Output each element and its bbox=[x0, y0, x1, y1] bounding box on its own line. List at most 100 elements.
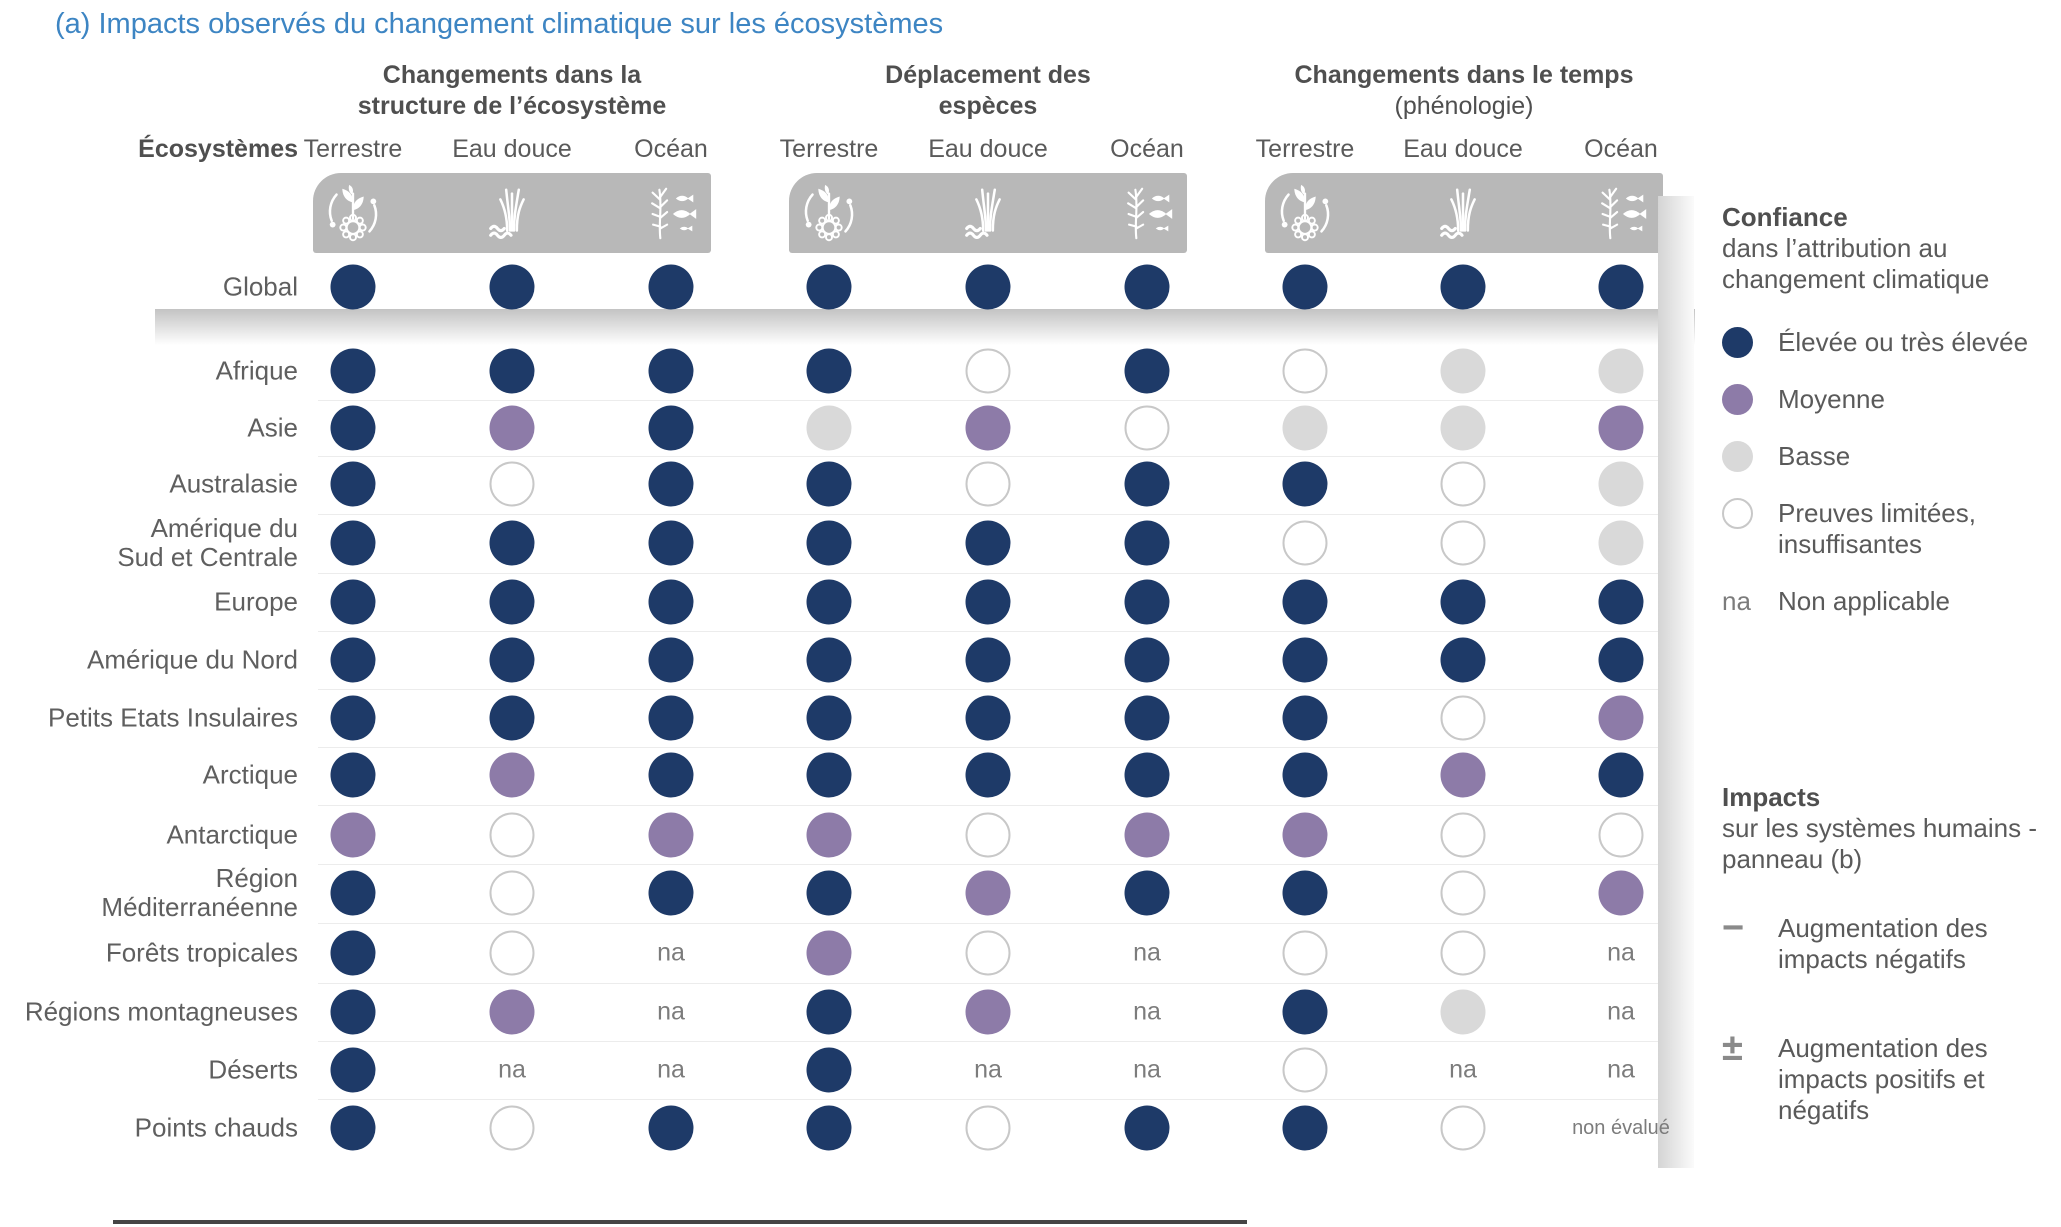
confidence-dot-high bbox=[1124, 1105, 1170, 1151]
confidence-dot-high bbox=[806, 461, 852, 507]
legend-impacts-title: Impacts bbox=[1722, 782, 1821, 812]
confidence-dot-high bbox=[1598, 752, 1644, 798]
confidence-dot-low bbox=[1440, 405, 1486, 451]
confidence-dot-limited bbox=[489, 870, 535, 916]
row-label: Europe bbox=[214, 586, 298, 617]
row-separator bbox=[318, 1041, 1658, 1042]
confidence-dot-low bbox=[1598, 520, 1644, 566]
confidence-dot-limited bbox=[1598, 812, 1644, 858]
legend-label: Augmentation des impacts positifs et nég… bbox=[1778, 1033, 1988, 1125]
na-cell: na bbox=[1607, 938, 1635, 967]
confidence-dot-high bbox=[330, 264, 376, 310]
confidence-dot-high bbox=[806, 989, 852, 1035]
confidence-dot-medium bbox=[806, 812, 852, 858]
legend-label: Élevée ou très élevée bbox=[1778, 327, 2029, 357]
confidence-dot-high bbox=[1440, 637, 1486, 683]
confidence-dot-high bbox=[330, 695, 376, 741]
confidence-dot-high bbox=[648, 1105, 694, 1151]
confidence-dot-medium bbox=[965, 405, 1011, 451]
na-cell: na bbox=[657, 938, 685, 967]
row-separator bbox=[318, 805, 1658, 806]
confidence-dot-medium bbox=[489, 752, 535, 798]
confidence-dot-high bbox=[1282, 695, 1328, 741]
legend-dot-medium bbox=[1722, 384, 1753, 415]
confidence-dot-low bbox=[1440, 989, 1486, 1035]
legend-swatch bbox=[1722, 384, 1778, 415]
confidence-dot-limited bbox=[489, 930, 535, 976]
confidence-dot-limited bbox=[965, 812, 1011, 858]
freshwater-icon bbox=[957, 182, 1019, 244]
legend-dot-limited bbox=[1722, 498, 1753, 529]
terrestrial-icon bbox=[1274, 182, 1336, 244]
confidence-dot-limited bbox=[1282, 930, 1328, 976]
confidence-dot-high bbox=[648, 461, 694, 507]
na-cell: na bbox=[498, 1055, 526, 1084]
na-cell: na bbox=[657, 997, 685, 1026]
confidence-dot-high bbox=[965, 520, 1011, 566]
row-separator bbox=[318, 746, 1658, 748]
confidence-dot-limited bbox=[965, 930, 1011, 976]
legend-label: Augmentation des impacts négatifs bbox=[1778, 913, 1988, 974]
col-label-eau-douce: Eau douce bbox=[452, 135, 572, 163]
column-group-species-shift: Déplacement des espèces bbox=[788, 60, 1188, 122]
na-cell: na bbox=[657, 1055, 685, 1084]
legend-item: Basse bbox=[1722, 441, 2061, 472]
legend-swatch bbox=[1722, 327, 1778, 358]
confidence-dot-limited bbox=[489, 1105, 535, 1151]
col-label-ocean: Océan bbox=[634, 135, 708, 163]
confidence-dot-high bbox=[1282, 637, 1328, 683]
icon-band-timing bbox=[1265, 173, 1663, 253]
confidence-dot-limited bbox=[965, 1105, 1011, 1151]
confidence-dot-medium bbox=[489, 405, 535, 451]
confidence-dot-high bbox=[330, 405, 376, 451]
legend-swatch: na bbox=[1722, 586, 1778, 617]
legend-swatch bbox=[1722, 498, 1778, 529]
col-label-eau-douce: Eau douce bbox=[1403, 135, 1523, 163]
confidence-dot-high bbox=[648, 348, 694, 394]
confidence-dot-limited bbox=[1440, 695, 1486, 741]
legend-item: na Non applicable bbox=[1722, 586, 2061, 617]
impact-symbol: − bbox=[1722, 909, 1778, 947]
row-separator bbox=[318, 513, 1658, 515]
row-label: Régions montagneuses bbox=[24, 996, 298, 1027]
row-label: Amérique du Nord bbox=[87, 644, 298, 675]
ocean-icon bbox=[1116, 182, 1178, 244]
row-label: Asie bbox=[247, 412, 298, 443]
confidence-dot-high bbox=[648, 752, 694, 798]
confidence-dot-high bbox=[1440, 264, 1486, 310]
confidence-dot-limited bbox=[1440, 812, 1486, 858]
row-separator bbox=[318, 1099, 1658, 1100]
confidence-dot-high bbox=[965, 695, 1011, 741]
confidence-dot-high bbox=[806, 1047, 852, 1093]
confidence-dot-high bbox=[330, 637, 376, 683]
row-label: Région Méditerranéenne bbox=[101, 863, 298, 922]
legend-item: ± Augmentation des impacts positifs et né… bbox=[1722, 1029, 2061, 1126]
na-cell: na bbox=[1607, 1055, 1635, 1084]
confidence-dot-high bbox=[648, 520, 694, 566]
confidence-dot-high bbox=[648, 405, 694, 451]
confidence-dot-high bbox=[330, 989, 376, 1035]
confidence-dot-low bbox=[1598, 461, 1644, 507]
row-separator bbox=[318, 982, 1658, 984]
na-label: na bbox=[1722, 586, 1751, 616]
col-label-terrestre: Terrestre bbox=[303, 135, 403, 163]
confidence-dot-high bbox=[330, 348, 376, 394]
confidence-dot-high bbox=[965, 264, 1011, 310]
confidence-dot-high bbox=[648, 695, 694, 741]
row-label: Forêts tropicales bbox=[105, 937, 298, 968]
legend-label: Moyenne bbox=[1778, 384, 1885, 414]
confidence-dot-low bbox=[1282, 405, 1328, 451]
confidence-dot-high bbox=[806, 264, 852, 310]
legend-confidence: Confiance dans l’attribution au changeme… bbox=[1722, 202, 2061, 617]
confidence-dot-high bbox=[330, 461, 376, 507]
confidence-dot-limited bbox=[489, 461, 535, 507]
matrix-right-shadow bbox=[1658, 196, 1694, 1168]
confidence-dot-medium bbox=[1282, 812, 1328, 858]
confidence-dot-high bbox=[489, 579, 535, 625]
row-separator bbox=[318, 864, 1658, 865]
confidence-dot-medium bbox=[965, 989, 1011, 1035]
col-label-ocean: Océan bbox=[1110, 135, 1184, 163]
confidence-dot-high bbox=[1124, 348, 1170, 394]
row-header-ecosystems: Écosystèmes bbox=[138, 135, 298, 163]
